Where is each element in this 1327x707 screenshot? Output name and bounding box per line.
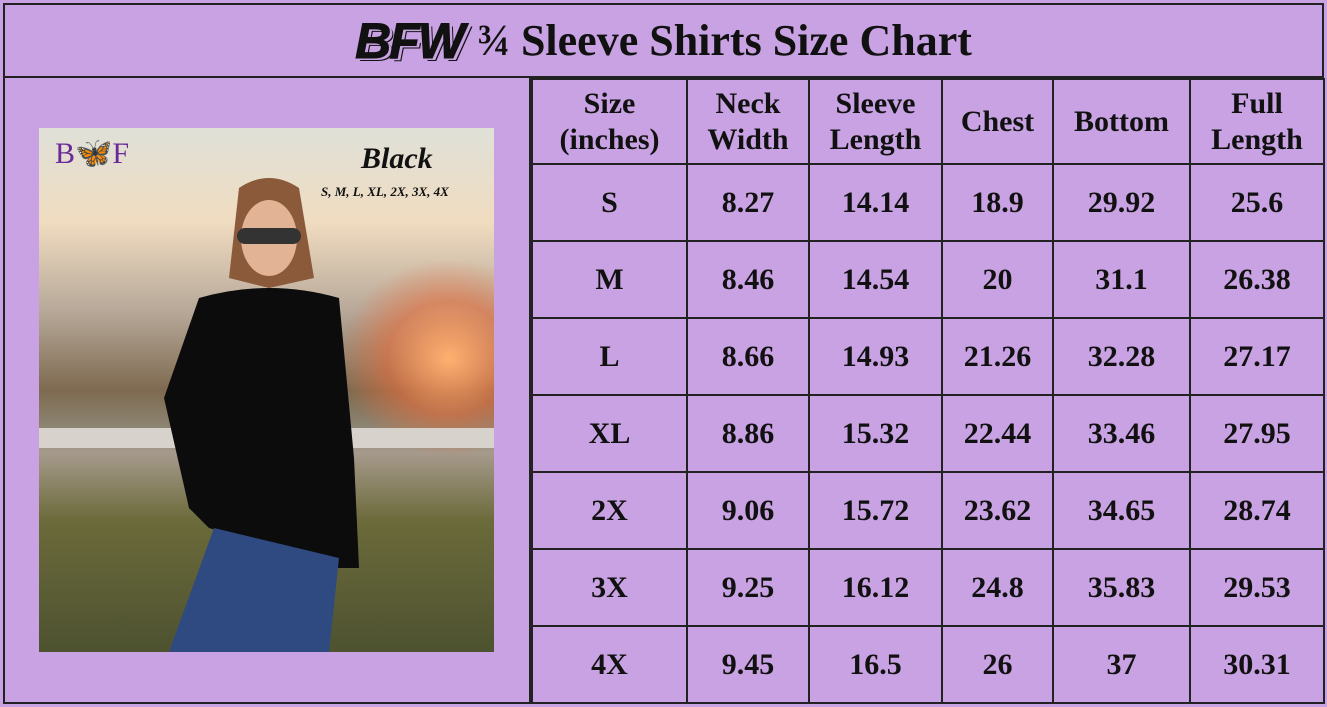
bfw-logo: BFW [355,12,466,69]
table-row: L 8.66 14.93 21.26 32.28 27.17 [531,317,1325,396]
column-header: Size (inches) [531,78,688,165]
table-row: XL 8.86 15.32 22.44 33.46 27.95 [531,394,1325,473]
measurement-cell: 16.12 [808,548,943,627]
size-cell: S [531,163,688,242]
table-row: 3X 9.25 16.12 24.8 35.83 29.53 [531,548,1325,627]
measurement-cell: 14.54 [808,240,943,319]
measurement-cell: 27.95 [1189,394,1325,473]
model-figure [164,178,359,652]
table-row: 2X 9.06 15.72 23.62 34.65 28.74 [531,471,1325,550]
measurement-cell: 9.25 [686,548,810,627]
size-cell: 4X [531,625,688,704]
measurement-cell: 25.6 [1189,163,1325,242]
table-row: M 8.46 14.54 20 31.1 26.38 [531,240,1325,319]
measurement-cell: 29.92 [1052,163,1191,242]
measurement-cell: 15.72 [808,471,943,550]
measurement-cell: 8.27 [686,163,810,242]
size-table: Size (inches) Neck Width Sleeve Length Ches… [531,78,1325,704]
column-header: Bottom [1052,78,1191,165]
measurement-cell: 31.1 [1052,240,1191,319]
product-photo: B🦋F Black S, M, L, XL, 2X, 3X, 4X [39,128,494,652]
measurement-cell: 37 [1052,625,1191,704]
color-label: Black [361,142,433,175]
page-title: ¾ Sleeve Shirts Size Chart [476,16,972,65]
available-sizes: S, M, L, XL, 2X, 3X, 4X [321,184,449,199]
measurement-cell: 14.14 [808,163,943,242]
column-header: Chest [941,78,1054,165]
measurement-cell: 26 [941,625,1054,704]
column-header: Sleeve Length [808,78,943,165]
measurement-cell: 8.86 [686,394,810,473]
measurement-cell: 9.45 [686,625,810,704]
measurement-cell: 8.46 [686,240,810,319]
measurement-cell: 9.06 [686,471,810,550]
size-cell: 2X [531,471,688,550]
measurement-cell: 32.28 [1052,317,1191,396]
column-header: Full Length [1189,78,1325,165]
measurement-cell: 23.62 [941,471,1054,550]
measurement-cell: 16.5 [808,625,943,704]
measurement-cell: 21.26 [941,317,1054,396]
measurement-cell: 35.83 [1052,548,1191,627]
size-cell: XL [531,394,688,473]
measurement-cell: 24.8 [941,548,1054,627]
measurement-cell: 28.74 [1189,471,1325,550]
size-cell: L [531,317,688,396]
measurement-cell: 15.32 [808,394,943,473]
measurement-cell: 30.31 [1189,625,1325,704]
measurement-cell: 22.44 [941,394,1054,473]
measurement-cell: 8.66 [686,317,810,396]
table-row: 4X 9.45 16.5 26 37 30.31 [531,625,1325,704]
measurement-cell: 27.17 [1189,317,1325,396]
size-cell: 3X [531,548,688,627]
column-header: Neck Width [686,78,810,165]
measurement-cell: 33.46 [1052,394,1191,473]
measurement-cell: 14.93 [808,317,943,396]
table-row: S 8.27 14.14 18.9 29.92 25.6 [531,163,1325,242]
image-panel [3,78,531,704]
title-bar: BFW ¾ Sleeve Shirts Size Chart [3,3,1324,78]
measurement-cell: 29.53 [1189,548,1325,627]
size-cell: M [531,240,688,319]
measurement-cell: 18.9 [941,163,1054,242]
measurement-cell: 20 [941,240,1054,319]
brand-logo: B🦋F [55,137,130,170]
measurement-cell: 34.65 [1052,471,1191,550]
measurement-cell: 26.38 [1189,240,1325,319]
